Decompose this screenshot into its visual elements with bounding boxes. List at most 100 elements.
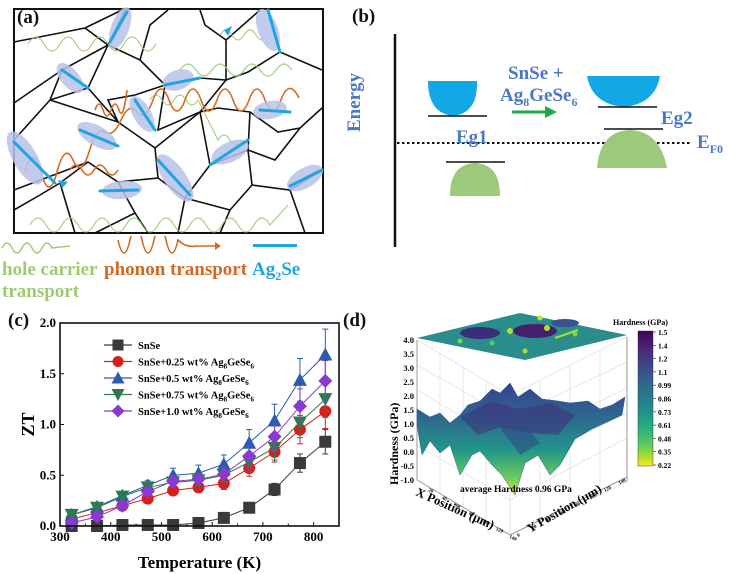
z-axis-ticks: 4.0 3.5 3.0 2.5 2.0 1.5 1.0 0.5 0.0 -0.5 -1.0	[401, 335, 414, 485]
legend-marker	[111, 371, 125, 384]
z-tick-label: 2.5	[403, 377, 414, 387]
y-tick-label: 0	[517, 533, 522, 539]
panel-d-label: (d)	[343, 310, 367, 331]
colorbar-title: Hardness (GPa)	[613, 318, 668, 327]
data-point-1	[217, 477, 230, 490]
panel-a-frame	[13, 8, 324, 234]
z-tick-label: 0.0	[403, 447, 414, 457]
colorbar-tick-label: 0.48	[658, 434, 671, 443]
surface-ridge-shading	[460, 401, 575, 435]
phonon-transport-label: phonon transport	[104, 259, 248, 280]
data-point-2	[242, 435, 257, 449]
data-point-4	[115, 498, 130, 513]
y-tick-label: 0.5	[40, 467, 57, 482]
panel-b-band-diagram	[393, 34, 690, 247]
data-point-4	[242, 448, 257, 463]
y-axis-label: ZT	[18, 412, 38, 436]
x-tick-label: 60	[454, 504, 461, 511]
x-tick-label: 400	[101, 529, 121, 544]
legend-marker	[111, 404, 125, 418]
z-tick-label: 3.5	[403, 349, 414, 359]
hole-carrier-label: hole carrier	[2, 259, 98, 280]
x-tick-label: 300	[50, 529, 70, 544]
data-point-0	[116, 518, 129, 531]
hole-carrier-legend-wave	[1, 242, 71, 254]
ag2se-legend-line	[253, 244, 297, 247]
x-tick-label: 140	[508, 535, 517, 543]
colorbar-tick-label: 0.86	[658, 395, 671, 404]
y-axis-ticks: 0 20 40 60 80 100 120 140	[517, 478, 628, 539]
fermi-level-label: EF0	[697, 132, 724, 156]
panel-a-diagram	[6, 7, 324, 234]
surface-ridge-shading-2	[500, 425, 540, 455]
data-point-0	[217, 511, 230, 524]
y-tick-label: 80	[575, 502, 582, 509]
valence-band-2	[597, 130, 667, 168]
x-axis-ticks: 20 40 60 80 100 120 140	[427, 488, 517, 543]
x-tick-label: 20	[427, 488, 434, 495]
data-point-2	[216, 457, 231, 471]
y-tick-label: 140	[618, 478, 627, 486]
data-point-3	[115, 490, 130, 504]
legend-label-0: SnSe	[138, 341, 161, 352]
hole-transport-waves	[27, 29, 293, 233]
z-tick-label: 4.0	[403, 335, 414, 345]
colorbar-tick-label: 0.99	[658, 381, 671, 390]
colorbar-ticks: 1.5 1.4 1.2 1.1 0.99 0.86 0.73 0.61 0.48 0.35 0.22	[653, 328, 671, 470]
y-tick-label: 20	[531, 524, 538, 531]
x-tick-label: 40	[441, 496, 448, 503]
data-point-4	[216, 467, 231, 482]
ag2se-precipitates	[6, 7, 324, 202]
legend-marker	[112, 339, 124, 351]
z-tick-label: -1.0	[401, 475, 414, 485]
z-tick-label: 2.0	[403, 391, 414, 401]
y-tick-label: 1.0	[40, 417, 56, 432]
z-axis-label: Hardness (GPa)	[387, 403, 401, 485]
panel-b-label: (b)	[352, 6, 376, 27]
data-point-3	[64, 508, 79, 522]
colorbar-tick-label: 0.22	[658, 461, 671, 470]
y-tick-label: 100	[589, 493, 598, 501]
y-tick-label: 60	[560, 509, 567, 516]
legend-marker	[111, 389, 125, 401]
ag2se-label: Ag2Se	[252, 259, 301, 283]
top-heatmap-spots	[457, 315, 579, 354]
reaction-label-line1: SnSe +	[508, 63, 564, 84]
reaction-arrow-head	[545, 106, 557, 118]
data-point-0	[243, 501, 256, 514]
energy-axis-label: Energy	[344, 72, 365, 132]
legend-label-1: SnSe+0.25 wt% Ag8GeSe6	[138, 358, 254, 371]
data-point-4	[64, 515, 79, 530]
colorbar-tick-label: 1.2	[658, 355, 668, 364]
valence-band-1	[450, 163, 500, 196]
z-tick-label: 1.0	[403, 419, 414, 429]
panel-a-label: (a)	[17, 7, 40, 28]
data-point-4	[318, 373, 333, 388]
data-point-0	[293, 457, 306, 470]
x-tick-label: 120	[495, 527, 504, 535]
data-point-0	[319, 435, 332, 448]
data-point-2	[267, 413, 282, 427]
data-point-0	[192, 516, 205, 529]
x-tick-label: 80	[468, 512, 475, 519]
data-point-4	[90, 509, 105, 524]
data-point-4	[140, 484, 155, 499]
zt-chart: 300 400 500 600 700 800 0.0 0.5 1.0 1.5 2.0 Tempera…	[18, 315, 340, 572]
colorbar-tick-label: 0.35	[658, 448, 671, 457]
z-tick-label: 0.5	[403, 433, 414, 443]
colorbar	[637, 330, 654, 467]
phonon-legend-wave	[117, 236, 221, 254]
x-axis-label: Temperature (K)	[138, 553, 261, 572]
panel-c-label: (c)	[8, 310, 30, 331]
z-tick-label: 3.0	[403, 363, 414, 373]
legend-label-4: SnSe+1.0 wt% Ag8GeSe6	[138, 407, 249, 420]
hardness-3d-surface-plot: 4.0 3.5 3.0 2.5 2.0 1.5 1.0 0.5 0.0 -0.5 -1.0 Hard…	[387, 313, 671, 543]
data-point-4	[191, 472, 206, 487]
legend-label-2: SnSe+0.5 wt% Ag8GeSe6	[138, 374, 249, 387]
y-tick-label: 1.5	[40, 366, 57, 381]
colorbar-tick-label: 1.1	[658, 368, 668, 377]
data-point-4	[166, 474, 181, 489]
conduction-band-2	[587, 76, 660, 107]
z-tick-label: 1.5	[403, 405, 414, 415]
eg2-label: Eg2	[661, 108, 693, 129]
